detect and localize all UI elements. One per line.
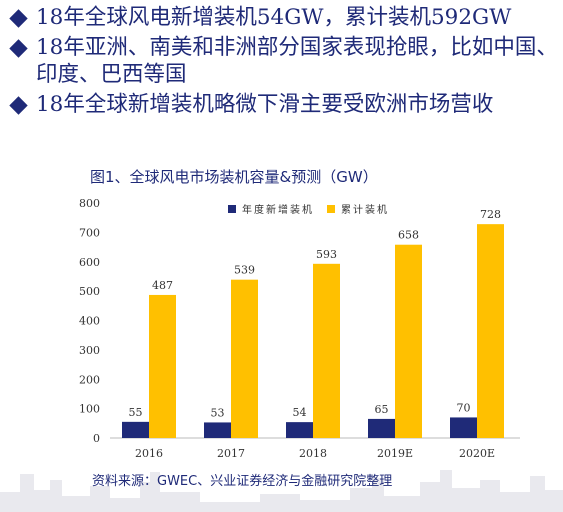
y-tick-label: 100 [79,403,100,416]
bar-cumulative [395,244,422,438]
legend-swatch [327,205,335,213]
y-tick-label: 0 [93,432,100,445]
x-tick-label: 2018 [299,447,327,460]
bar-cumulative [149,294,176,438]
legend-swatch [228,205,236,213]
chart-title: 图1、全球风电市场装机容量&预测（GW） [90,168,378,186]
data-label: 70 [457,401,471,414]
bullet-list: 18年全球风电新增装机54GW，累计装机592GW 18年亚洲、南美和非洲部分国… [8,4,558,121]
bullet-item: 18年亚洲、南美和非洲部分国家表现抢眼，比如中国、印度、巴西等国 [8,34,558,88]
x-tick-label: 2019E [377,447,413,460]
bullet-text: 18年亚洲、南美和非洲部分国家表现抢眼，比如中国、印度、巴西等国 [36,35,558,87]
x-tick-label: 2017 [217,447,245,460]
x-tick-label: 2020E [459,447,495,460]
bar-annual [122,421,149,438]
source-note: 资料来源：GWEC、兴业证券经济与金融研究院整理 [92,474,393,489]
bar-cumulative [477,224,504,438]
bar-cumulative [231,279,258,438]
bullet-item: 18年全球风电新增装机54GW，累计装机592GW [8,4,558,31]
bullet-item: 18年全球新增装机略微下滑主要受欧洲市场营收 [8,91,558,118]
y-tick-label: 500 [79,285,100,298]
data-label: 487 [152,279,173,292]
y-tick-label: 700 [79,226,100,239]
data-label: 53 [211,406,225,419]
bar-annual [286,422,313,438]
data-label: 54 [293,406,307,419]
skyline-watermark [0,470,563,512]
x-tick-label: 2016 [135,447,163,460]
bar-annual [450,417,477,438]
legend-label: 年度新增装机 [242,203,314,216]
data-label: 65 [375,403,389,416]
bar-annual [204,422,231,438]
y-tick-label: 200 [79,373,100,386]
y-tick-label: 400 [79,315,100,328]
data-label: 593 [316,248,337,261]
data-label: 658 [398,229,419,242]
y-tick-label: 800 [79,197,100,210]
y-tick-label: 300 [79,344,100,357]
y-tick-label: 600 [79,256,100,269]
bar-cumulative [313,263,340,438]
bar-annual [368,418,395,438]
data-label: 539 [234,264,255,277]
data-label: 55 [129,406,143,419]
legend-label: 累计装机 [341,203,389,216]
bullet-text: 18年全球新增装机略微下滑主要受欧洲市场营收 [36,92,494,117]
data-label: 728 [480,208,501,221]
bullet-text: 18年全球风电新增装机54GW，累计装机592GW [36,5,512,30]
